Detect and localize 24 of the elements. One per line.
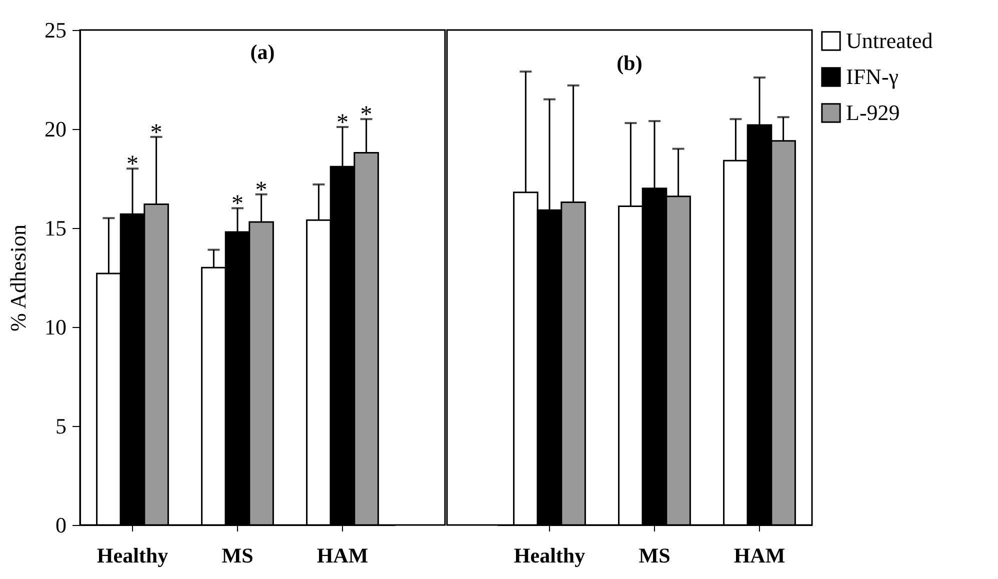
y-tick-label: 0 [56, 512, 66, 538]
y-tick-label: 25 [44, 18, 66, 42]
annotation: * [150, 120, 162, 146]
annotation: * [360, 102, 372, 128]
x-tick-label: Healthy [514, 544, 586, 568]
x-tick-label: Healthy [96, 544, 169, 568]
annotation: * [336, 110, 348, 136]
y-tick-label: 5 [56, 414, 66, 438]
x-tick-label: MS [638, 544, 670, 568]
legend-label: Untreated [846, 28, 933, 53]
legend-label: IFN-γ [846, 64, 899, 89]
y-tick-label: 15 [44, 216, 66, 240]
annotation: * [232, 191, 244, 218]
x-tick-label: MS [222, 544, 254, 568]
y-axis-title: % Adhesion [6, 224, 30, 332]
legend-label: L-929 [846, 100, 900, 125]
x-tick-label: HAM [316, 544, 368, 568]
text: (a) [250, 40, 275, 64]
annotation: * [126, 152, 138, 178]
y-tick-label: 10 [44, 314, 66, 340]
annotation: * [255, 177, 268, 204]
y-tick-label: 20 [44, 116, 66, 142]
text: (b) [616, 51, 642, 75]
x-tick-label: HAM [734, 544, 786, 568]
